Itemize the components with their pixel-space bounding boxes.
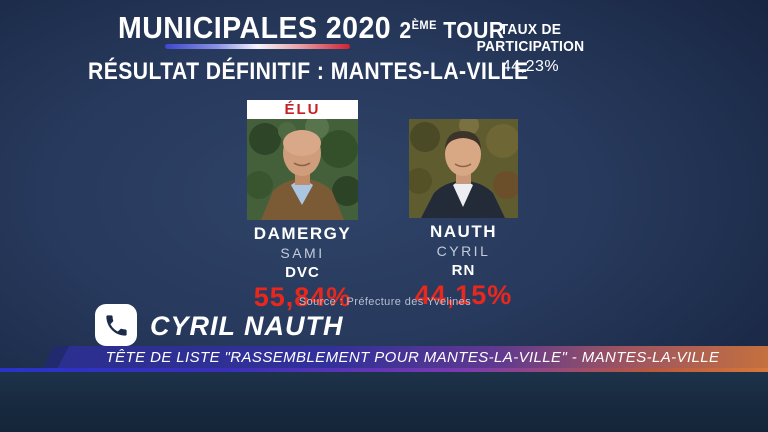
candidate-score: 55,84% [253,282,352,312]
participation-label: TAUX DE PARTICIPATION [476,21,585,55]
candidate-card-damergy: ÉLU DAMERGY SAMI DVC 55,84% [247,100,358,313]
banner-underline [0,368,768,372]
participation-block: TAUX DE PARTICIPATION 44,23% [438,21,623,76]
candidate-party: RN [451,262,476,279]
speaker-name: CYRIL NAUTH [150,311,344,341]
elected-badge: ÉLU [247,100,358,119]
candidate-lastname: NAUTH [430,222,497,241]
source-credit: Source : Préfecture des Yvelines [298,296,472,308]
candidate-photo-nauth [409,119,518,218]
candidate-party: DVC [285,264,320,281]
speaker-role-text: TÊTE DE LISTE "RASSEMBLEMENT POUR MANTES… [105,349,720,366]
page-title: MUNICIPALES 2020 2ÈME TOUR [118,10,505,46]
participation-value: 44,23% [501,58,560,75]
candidate-firstname: CYRIL [436,243,491,259]
candidate-lastname: DAMERGY [253,224,352,243]
candidate-card-nauth: NAUTH CYRIL RN 44,15% [409,119,518,311]
candidate-photo-damergy [247,119,358,220]
candidate-firstname: SAMI [280,245,325,261]
speaker-role-banner: TÊTE DE LISTE "RASSEMBLEMENT POUR MANTES… [57,346,768,369]
title-round: 2ÈME TOUR [399,17,505,43]
candidate-score: 44,15% [414,280,513,310]
title-main: MUNICIPALES 2020 [118,10,392,45]
tricolor-divider [165,44,350,49]
bottom-background [0,372,768,432]
result-subtitle: RÉSULTAT DÉFINITIF : MANTES-LA-VILLE [88,58,529,85]
phone-icon [95,304,137,346]
